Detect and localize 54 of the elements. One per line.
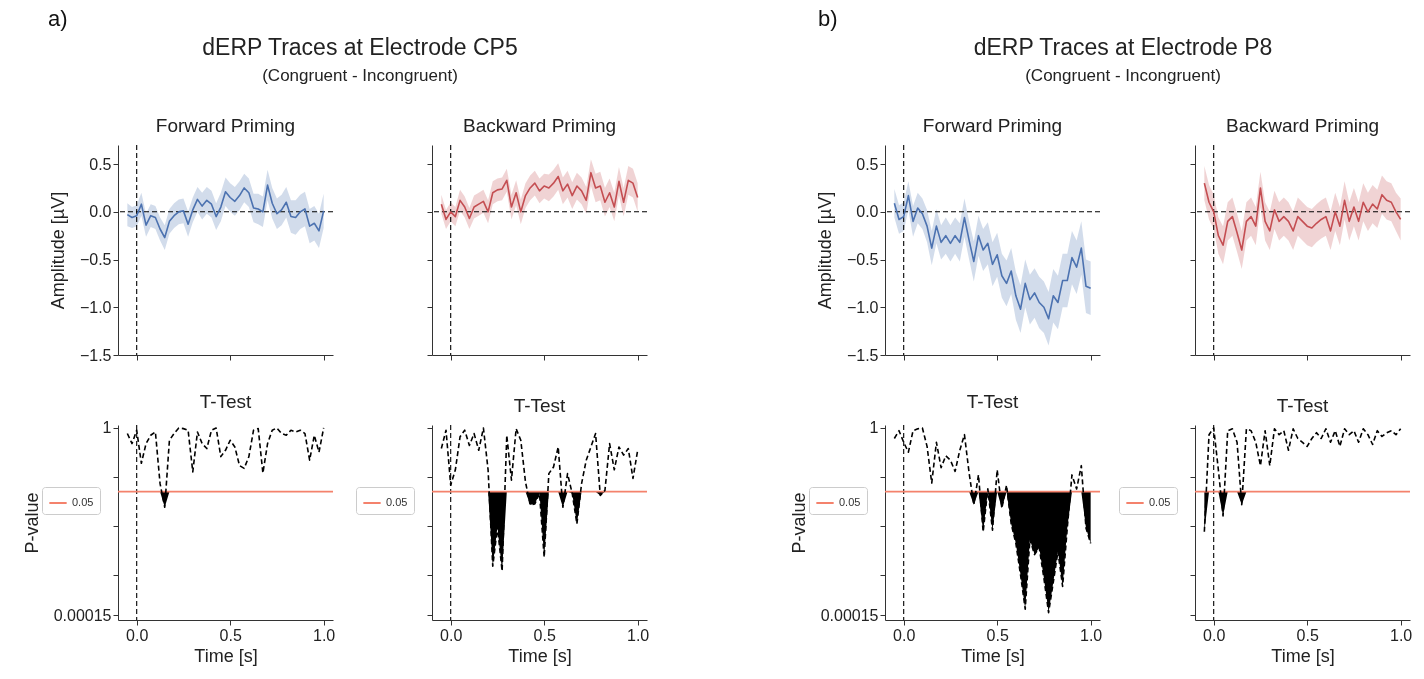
chart-title: Backward Priming — [1225, 115, 1380, 137]
y-axis-title: Amplitude [µV] — [47, 191, 68, 310]
x-axis-title: Time [s] — [194, 645, 258, 666]
chart-title: T-Test — [513, 395, 567, 417]
x-tick-label: 1.0 — [313, 626, 336, 644]
y-tick-label: −0.5 — [79, 251, 112, 269]
x-tick-label: 1.0 — [1390, 626, 1413, 644]
y-tick-label: 0.00015 — [820, 606, 879, 624]
y-axis-title: Amplitude [µV] — [814, 191, 835, 310]
y-tick-label: −1.0 — [79, 298, 112, 316]
chart-title: T-Test — [1276, 395, 1330, 417]
legend-label: 0.05 — [839, 496, 861, 508]
chart-title: T-Test — [966, 390, 1020, 412]
text: a) — [48, 6, 68, 32]
x-axis-title: Time [s] — [1271, 645, 1335, 666]
y-tick-label: 1 — [869, 419, 879, 437]
x-tick-label: 0.5 — [533, 626, 556, 644]
legend-label: 0.05 — [386, 496, 408, 508]
text: (Congruent - Incongruent) — [262, 66, 458, 86]
x-tick-label: 0.5 — [986, 626, 1009, 644]
text: dERP Traces at Electrode CP5 — [202, 34, 518, 61]
text: (Congruent - Incongruent) — [1025, 66, 1221, 86]
x-tick-label: 1.0 — [627, 626, 650, 644]
chart-title: Backward Priming — [462, 115, 617, 137]
y-tick-label: 0.0 — [89, 203, 112, 221]
y-tick-label: 0.5 — [89, 155, 112, 173]
x-tick-label: 0.0 — [126, 626, 149, 644]
y-tick-label: −1.0 — [846, 298, 879, 316]
x-tick-label: 0.0 — [1203, 626, 1226, 644]
y-tick-label: 0.5 — [856, 155, 879, 173]
x-tick-label: 0.5 — [219, 626, 242, 644]
x-tick-label: 1.0 — [1080, 626, 1103, 644]
y-tick-label: 0.00015 — [53, 606, 112, 624]
chart-title: Forward Priming — [155, 115, 296, 137]
y-axis-title: P-value — [788, 492, 809, 554]
legend-label: 0.05 — [72, 496, 94, 508]
y-axis-title: P-value — [21, 492, 42, 554]
x-tick-label: 0.5 — [1296, 626, 1319, 644]
x-tick-label: 0.0 — [893, 626, 916, 644]
y-tick-label: 1 — [102, 419, 112, 437]
x-tick-label: 0.0 — [440, 626, 463, 644]
chart-title: T-Test — [199, 390, 253, 412]
y-tick-label: −1.5 — [79, 346, 112, 364]
y-tick-label: −1.5 — [846, 346, 879, 364]
text: b) — [818, 6, 838, 32]
legend-label: 0.05 — [1149, 496, 1171, 508]
x-axis-title: Time [s] — [961, 645, 1025, 666]
line-series — [893, 194, 1092, 320]
y-tick-label: 0.0 — [856, 203, 879, 221]
line-series — [126, 184, 325, 239]
chart-title: Forward Priming — [922, 115, 1063, 137]
y-tick-label: −0.5 — [846, 251, 879, 269]
text: dERP Traces at Electrode P8 — [973, 34, 1273, 61]
x-axis-title: Time [s] — [508, 645, 572, 666]
